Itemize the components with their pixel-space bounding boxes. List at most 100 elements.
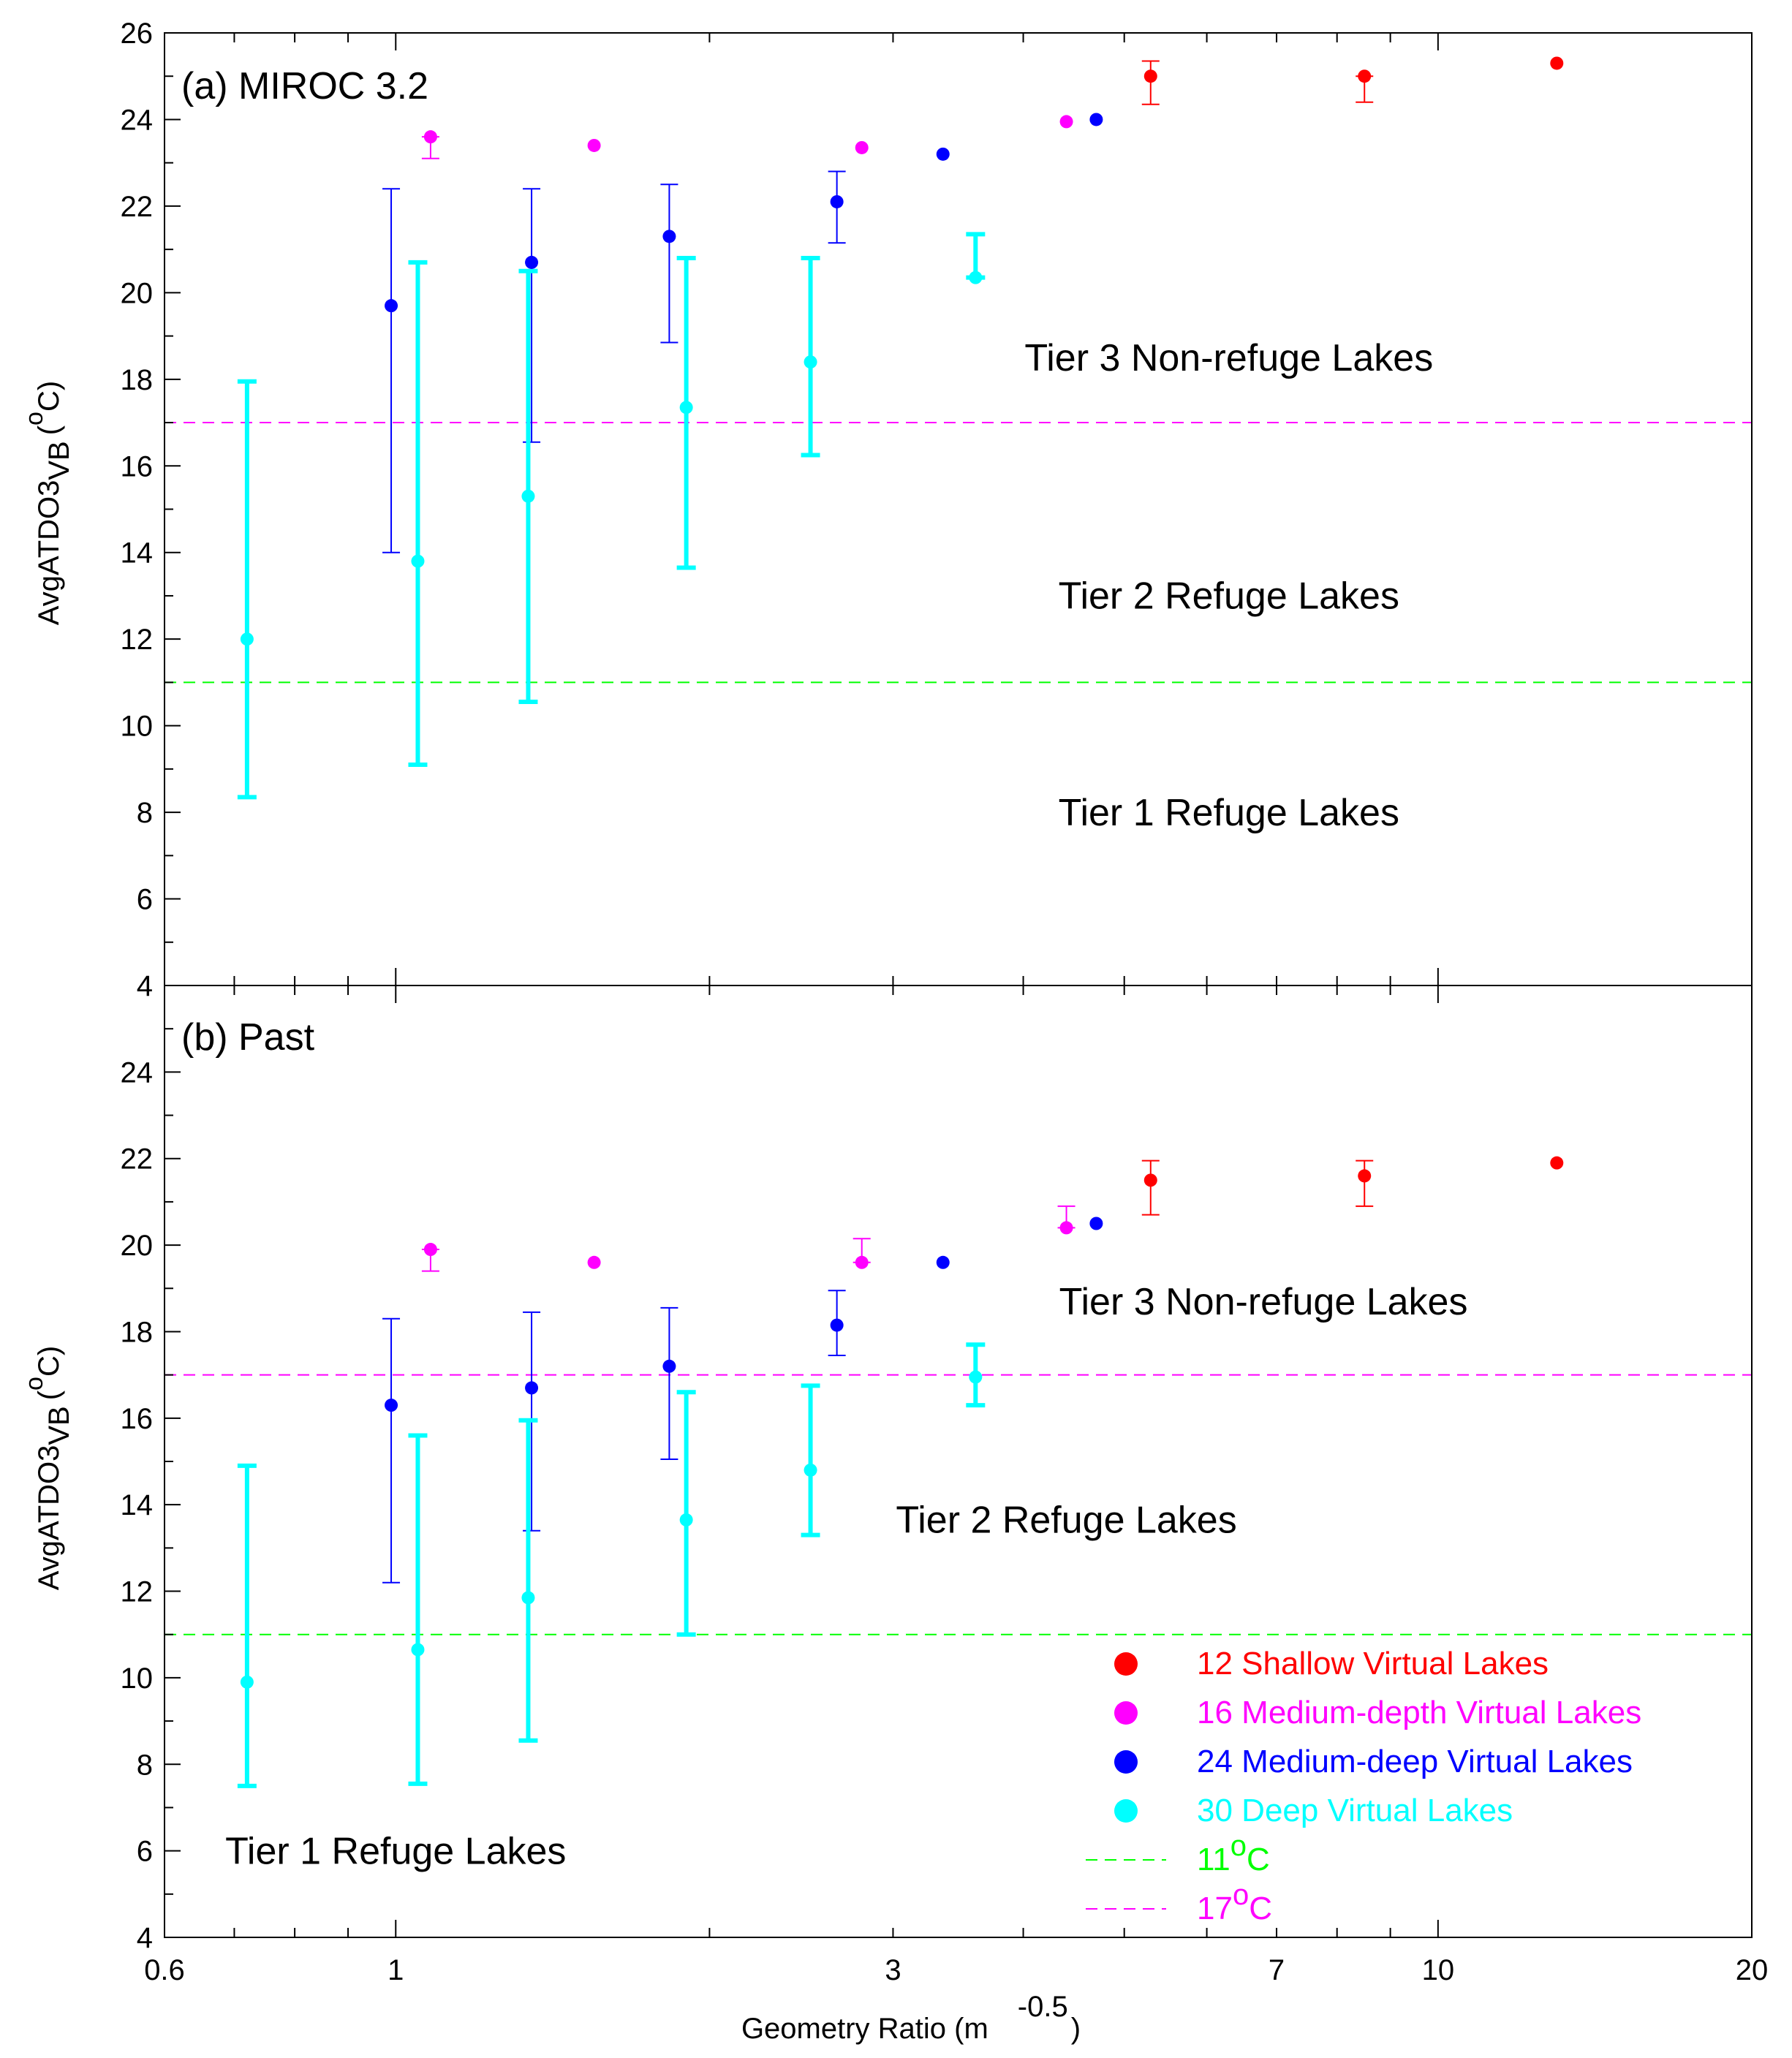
y-tick-label: 6 — [137, 884, 153, 916]
legend: 12 Shallow Virtual Lakes 16 Medium-depth … — [1086, 1646, 1641, 1926]
y-tick-label: 8 — [137, 1749, 153, 1781]
y-tick-label: 14 — [121, 537, 154, 570]
data-point — [1089, 113, 1103, 126]
legend-label: 30 Deep Virtual Lakes — [1197, 1793, 1513, 1828]
data-point — [240, 632, 254, 646]
y-tick-label: 10 — [121, 711, 154, 743]
x-tick-label: 1 — [387, 1954, 404, 1986]
x-axis-label: Geometry Ratio (m-0.5) — [741, 1991, 1081, 2045]
y-tick-label: 26 — [121, 18, 154, 50]
y-tick-label: 22 — [121, 191, 154, 223]
data-point — [679, 401, 693, 415]
data-point — [587, 1255, 601, 1269]
error-bars — [237, 60, 1374, 800]
data-points — [240, 56, 1564, 646]
region-label: Tier 3 Non-refuge Lakes — [1059, 1281, 1468, 1323]
data-point — [1059, 115, 1073, 129]
data-point — [830, 1318, 844, 1332]
data-point — [936, 147, 950, 161]
data-point — [679, 1513, 693, 1527]
data-point — [521, 489, 535, 503]
y-tick-label: 4 — [137, 1922, 153, 1954]
data-point — [855, 140, 869, 154]
data-point — [411, 1643, 425, 1657]
panel-label-b: (b) Past — [181, 1016, 315, 1059]
y-tick-label: 12 — [121, 1576, 154, 1608]
data-point — [411, 554, 425, 568]
data-point — [587, 138, 601, 152]
panel-label-a: (a) MIROC 3.2 — [181, 65, 428, 107]
threshold-lines — [165, 1374, 1752, 1635]
y-axis-label-a: AvgATDO3VB(oC) — [20, 381, 75, 625]
y-tick-label: 6 — [137, 1836, 153, 1868]
data-point — [240, 1675, 254, 1689]
legend-marker — [1114, 1799, 1138, 1823]
y-tick-label: 4 — [137, 970, 153, 1002]
y-tick-label: 16 — [121, 450, 154, 483]
data-point — [525, 1381, 539, 1395]
axes — [164, 985, 1753, 1938]
data-point — [969, 1370, 983, 1384]
data-point — [804, 355, 817, 369]
legend-marker — [1114, 1652, 1138, 1676]
y-tick-label: 20 — [121, 1230, 154, 1262]
data-point — [525, 255, 539, 269]
region-label: Tier 1 Refuge Lakes — [225, 1830, 566, 1872]
legend-marker — [1114, 1750, 1138, 1774]
data-point — [1358, 69, 1372, 83]
data-point — [1358, 1169, 1372, 1183]
y-tick-labels: 4 6 8 10 12 14 16 18 20 22 24 26 — [121, 18, 154, 1002]
data-point — [385, 299, 398, 313]
data-point — [1143, 1173, 1157, 1187]
y-tick-label: 16 — [121, 1403, 154, 1435]
region-label: Tier 3 Non-refuge Lakes — [1024, 337, 1433, 379]
region-label: Tier 2 Refuge Lakes — [1059, 575, 1399, 618]
data-point — [1550, 56, 1564, 70]
y-tick-label: 8 — [137, 797, 153, 829]
x-tick-label: 7 — [1269, 1954, 1285, 1986]
y-axis-label-b: AvgATDO3VB(oC) — [20, 1346, 75, 1590]
y-tick-label: 12 — [121, 624, 154, 656]
data-point — [969, 271, 983, 284]
legend-label: 24 Medium-deep Virtual Lakes — [1197, 1744, 1633, 1779]
data-point — [1143, 69, 1157, 83]
y-tick-label: 22 — [121, 1143, 154, 1176]
data-point — [830, 194, 844, 208]
panel-a: 4 6 8 10 12 14 16 18 20 22 24 26 Tier 3 Non-refuge … — [20, 18, 1753, 1002]
panel-b: 4 6 8 10 12 14 16 18 20 22 24 0.6 1 3 7 10 20 Tier 3 No… — [20, 985, 1768, 2045]
y-tick-label: 10 — [121, 1662, 154, 1695]
y-tick-label: 18 — [121, 364, 154, 396]
data-points — [240, 1156, 1564, 1689]
y-tick-label: 20 — [121, 277, 154, 309]
y-tick-label: 14 — [121, 1489, 154, 1521]
legend-label: 11oC — [1197, 1830, 1270, 1877]
data-point — [423, 1243, 437, 1257]
data-point — [1550, 1156, 1564, 1170]
x-tick-label: 0.6 — [144, 1954, 185, 1986]
threshold-lines — [165, 422, 1752, 684]
data-point — [1059, 1221, 1073, 1235]
legend-label: 17oC — [1197, 1879, 1272, 1926]
data-point — [521, 1591, 535, 1605]
data-point — [662, 1359, 676, 1373]
region-labels: Tier 3 Non-refuge Lakes Tier 2 Refuge Lak… — [225, 1281, 1467, 1873]
y-tick-labels: 4 6 8 10 12 14 16 18 20 22 24 — [121, 1056, 154, 1954]
x-tick-label: 10 — [1422, 1954, 1455, 1986]
x-tick-label: 20 — [1736, 1954, 1769, 1986]
region-label: Tier 1 Refuge Lakes — [1059, 792, 1399, 834]
data-point — [423, 130, 437, 144]
data-point — [1089, 1217, 1103, 1230]
data-point — [385, 1399, 398, 1412]
y-tick-label: 18 — [121, 1316, 154, 1348]
x-tick-label: 3 — [885, 1954, 901, 1986]
region-labels: Tier 3 Non-refuge Lakes Tier 2 Refuge Lak… — [1024, 337, 1433, 834]
data-point — [662, 230, 676, 243]
region-label: Tier 2 Refuge Lakes — [896, 1499, 1236, 1542]
data-point — [855, 1255, 869, 1269]
legend-marker — [1114, 1701, 1138, 1725]
data-point — [936, 1255, 950, 1269]
legend-label: 16 Medium-depth Virtual Lakes — [1197, 1695, 1641, 1730]
y-tick-label: 24 — [121, 1056, 154, 1089]
data-point — [804, 1463, 817, 1477]
x-tick-labels: 0.6 1 3 7 10 20 — [144, 1954, 1768, 1986]
